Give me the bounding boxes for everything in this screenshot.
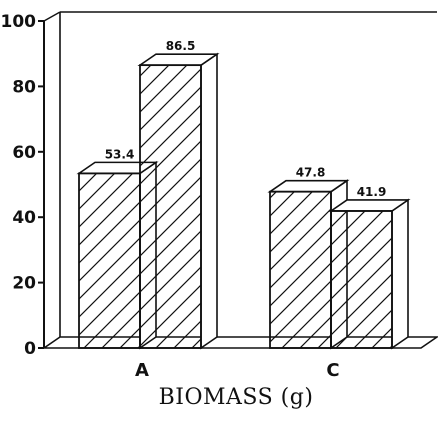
bar: 86.5: [137, 39, 220, 350]
category-label: C: [326, 360, 339, 381]
bar-value-label: 47.8: [296, 166, 326, 180]
bar-value-label: 86.5: [166, 39, 196, 53]
bar: 41.9: [328, 185, 411, 350]
x-axis-label: BIOMASS (g): [159, 385, 314, 410]
bar-front: [330, 210, 393, 349]
bar-front: [78, 172, 141, 349]
bar-value-label: 53.4: [105, 147, 135, 161]
bar-front: [269, 190, 332, 349]
bar-value-label: 41.9: [357, 185, 387, 199]
bar: 47.8: [267, 166, 350, 350]
y-axis: 0 20 40 60 80 100: [1, 12, 44, 359]
bar-side: [200, 52, 218, 350]
y-tick-label: 20: [12, 274, 36, 294]
category-label: A: [135, 360, 149, 381]
y-tick-label: 100: [1, 12, 37, 32]
y-tick-label: 80: [12, 77, 36, 97]
y-tick-label: 60: [12, 143, 36, 163]
y-tick-label: 40: [12, 208, 36, 228]
bars: 53.4 86.5 47.8 41.9: [76, 39, 411, 350]
bar-front: [139, 64, 202, 349]
bar-side: [391, 198, 409, 350]
y-tick-label: 0: [24, 339, 36, 359]
y-axis-top-edge: [43, 11, 61, 22]
